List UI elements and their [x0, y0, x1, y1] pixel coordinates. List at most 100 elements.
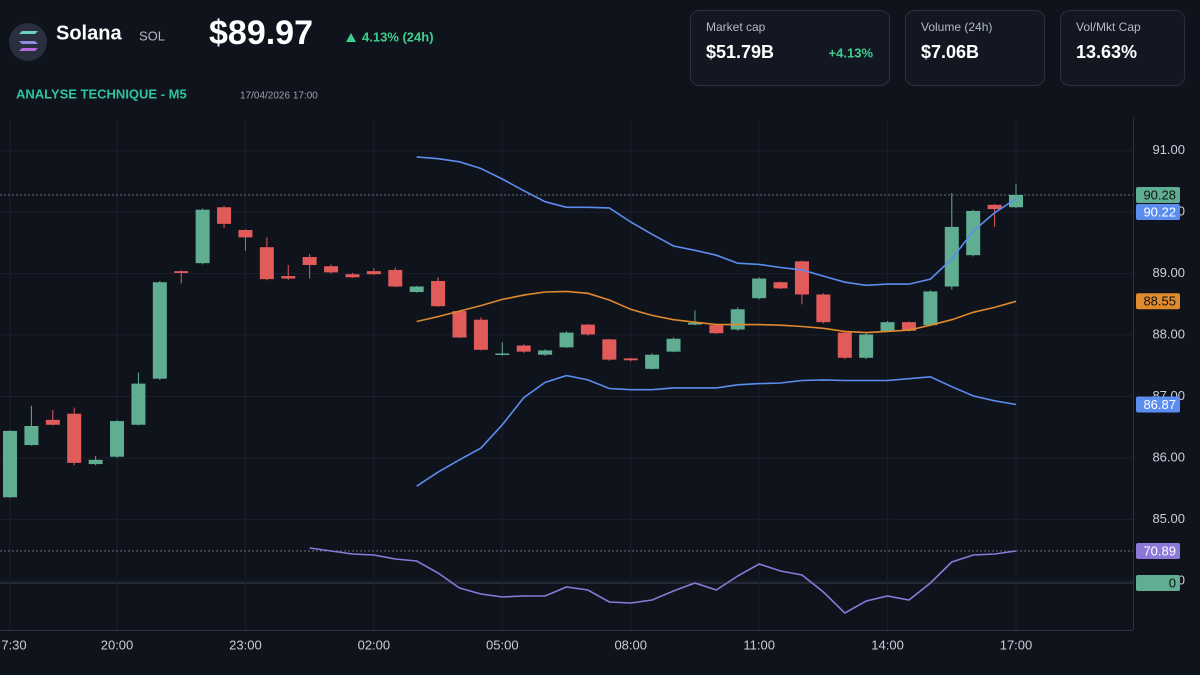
value-badge-label: 0: [1169, 575, 1176, 590]
candle-body: [366, 271, 381, 275]
candle-body: [281, 276, 296, 279]
candle-body: [45, 419, 60, 425]
stat-value: 13.63%: [1076, 42, 1137, 62]
value-badge: [1136, 203, 1180, 220]
candle-body: [687, 322, 702, 325]
x-tick-label: 17:00: [1000, 637, 1033, 652]
candle-body: [645, 354, 660, 369]
candle-body: [709, 325, 724, 334]
candle-body: [24, 426, 39, 446]
candle-body: [666, 338, 681, 352]
candle-body: [217, 207, 232, 224]
stat-label: Market cap: [706, 20, 766, 34]
band-line: [416, 290, 1017, 334]
candle-body: [880, 322, 895, 332]
candle-body: [152, 282, 167, 379]
candle-body: [302, 257, 317, 266]
value-badge-label: 70.89: [1143, 543, 1176, 558]
band-line: [416, 374, 1017, 487]
grid: [0, 120, 1133, 630]
band-line: [416, 156, 1017, 287]
x-tick-label: 05:00: [486, 637, 519, 652]
y-tick-label: 89.00: [1152, 265, 1185, 280]
stat-card: [905, 10, 1045, 86]
x-tick-label: 7:30: [1, 637, 26, 652]
section-title: ANALYSE TECHNIQUE - M5: [16, 86, 187, 101]
stat-card: [1060, 10, 1185, 86]
x-tick-label: 23:00: [229, 637, 262, 652]
candle-body: [516, 345, 531, 352]
candle-body: [794, 261, 809, 295]
candle-body: [195, 209, 210, 264]
candle-body: [538, 350, 553, 355]
stat-value: $7.06B: [921, 42, 979, 62]
x-tick-label: 20:00: [101, 637, 134, 652]
candle-body: [602, 339, 617, 360]
candle-body: [174, 271, 189, 273]
candle-body: [816, 294, 831, 323]
candle-body: [88, 459, 103, 465]
candle-body: [3, 430, 17, 498]
coin-symbol: SOL: [139, 28, 165, 43]
value-badge-label: 90.28: [1143, 187, 1176, 202]
candle-body: [559, 332, 574, 348]
candle-body: [452, 311, 467, 338]
y-tick-label: 88.00: [1152, 326, 1185, 341]
candle-body: [388, 269, 403, 287]
x-tick-label: 14:00: [871, 637, 904, 652]
stat-label: Vol/Mkt Cap: [1076, 20, 1141, 34]
coin-name: Solana: [56, 22, 122, 44]
candle-body: [623, 358, 638, 361]
candle-body: [923, 291, 938, 326]
candle-body: [901, 322, 916, 331]
candle-body: [131, 383, 146, 425]
candle-body: [966, 210, 981, 256]
x-tick-label: 08:00: [614, 637, 647, 652]
axes: 84.0085.0086.0087.0088.0089.0090.0091.00…: [1, 142, 1185, 652]
candle-body: [752, 278, 767, 299]
candle-body: [238, 229, 253, 238]
up-arrow: [346, 33, 356, 42]
candle-body: [1009, 194, 1023, 208]
x-tick-label: 02:00: [358, 637, 391, 652]
plot: [3, 156, 1023, 614]
timestamp: 17/04/2026 17:00: [240, 91, 318, 102]
candle-body: [987, 204, 1002, 210]
candle-body: [259, 247, 274, 280]
stat-change: +4.13%: [829, 45, 874, 60]
candle-body: [431, 280, 446, 307]
candle-body: [110, 421, 125, 457]
price-change: 4.13% (24h): [362, 29, 434, 44]
candle-body: [324, 266, 339, 273]
candle-body: [859, 334, 874, 358]
stat-value: $51.79B: [706, 42, 774, 62]
value-badge: [1136, 396, 1180, 413]
value-badge-label: 88.55: [1143, 294, 1176, 309]
stat-card: [690, 10, 890, 86]
logo: [9, 23, 47, 61]
value-badge: [1136, 186, 1180, 203]
candle-body: [345, 274, 360, 278]
candle-body: [730, 309, 745, 330]
value-badge-label: 86.87: [1143, 397, 1176, 412]
price: $89.97: [209, 14, 313, 52]
candle-body: [944, 226, 959, 287]
candle-body: [837, 332, 852, 358]
candle-body: [773, 282, 788, 289]
oscillator-line: [309, 547, 1017, 614]
y-tick-label: 86.00: [1152, 449, 1185, 464]
candle-body: [473, 319, 488, 350]
value-badge-label: 90.22: [1143, 204, 1176, 219]
stat-label: Volume (24h): [921, 20, 992, 34]
value-badge: [1136, 575, 1180, 592]
value-badge: [1136, 543, 1180, 560]
y-tick-label: 91.00: [1152, 142, 1185, 157]
candle-body: [580, 324, 595, 335]
value-badge: [1136, 293, 1180, 310]
candle-body: [409, 286, 424, 293]
y-tick-label: 85.00: [1152, 511, 1185, 526]
candle-body: [495, 353, 510, 355]
x-tick-label: 11:00: [743, 637, 775, 652]
